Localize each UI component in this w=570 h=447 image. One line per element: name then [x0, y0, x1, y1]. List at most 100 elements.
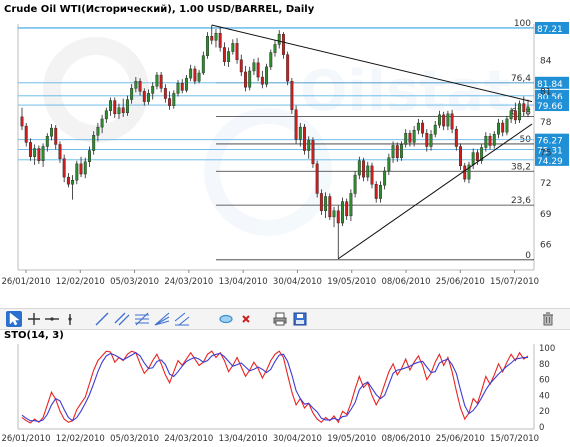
y-tick-label: 84	[540, 57, 552, 67]
candle-body	[33, 148, 37, 157]
sto-y-tick-label: 40	[539, 391, 550, 401]
candle-body	[189, 68, 193, 79]
candle-body	[159, 74, 163, 89]
drawing-toolbar	[0, 308, 570, 330]
candle-body	[446, 113, 450, 127]
price-tag-label: 75.31	[537, 146, 563, 156]
x-tick-label: 26/01/2010	[2, 277, 51, 287]
candle-body	[210, 36, 214, 41]
candle-body	[328, 196, 332, 218]
candle-body	[387, 157, 391, 172]
candle-body	[315, 163, 319, 194]
save-icon[interactable]	[292, 311, 308, 327]
sto-k-line	[21, 350, 529, 424]
sto-y-tick-label: 60	[539, 376, 550, 386]
candle-body	[416, 122, 420, 131]
candle-body	[467, 164, 471, 180]
sto-x-tick-label: 26/01/2010	[2, 434, 51, 444]
candle-body	[37, 148, 41, 161]
candle-body	[513, 110, 517, 121]
candle-body	[277, 34, 281, 45]
channel-icon[interactable]	[174, 311, 190, 327]
trend-line-icon[interactable]	[94, 311, 110, 327]
price-tag-box	[535, 89, 569, 102]
candle-body	[206, 36, 209, 56]
parallel-lines-icon[interactable]	[114, 311, 130, 327]
candle-body	[281, 34, 285, 55]
candle-body	[433, 124, 437, 135]
candle-body	[454, 128, 458, 147]
sto-y-tick-label: 100	[539, 344, 555, 354]
candle-body	[104, 110, 108, 120]
fibonacci-lines-icon[interactable]	[134, 311, 150, 327]
candle-body	[303, 126, 306, 151]
candle-body	[437, 114, 441, 126]
candle-body	[345, 201, 349, 217]
candle-body	[480, 147, 484, 161]
candle-body	[100, 118, 104, 128]
candle-body	[75, 163, 79, 181]
candle-body	[168, 98, 172, 106]
vertical-line-icon[interactable]	[62, 311, 78, 327]
stochastic-lines	[21, 350, 529, 424]
candle-body	[522, 103, 526, 112]
sto-x-tick-label: 12/02/2010	[56, 434, 105, 444]
x-tick-label: 08/06/2010	[381, 277, 430, 287]
candle-body	[227, 51, 231, 62]
candle-body	[24, 125, 28, 143]
candle-body	[92, 135, 96, 151]
x-tick-label: 05/03/2010	[110, 277, 159, 287]
crosshair-icon[interactable]	[26, 311, 42, 327]
fib-level-label: 38,2	[511, 162, 531, 172]
candle-body	[374, 184, 378, 199]
candle-body	[400, 144, 403, 158]
candle-body	[222, 47, 226, 62]
candle-body	[62, 158, 66, 178]
candle-body	[163, 88, 167, 99]
sto-x-tick-label: 30/04/2010	[273, 434, 322, 444]
candle-body	[505, 118, 509, 133]
candle-body	[425, 133, 429, 147]
sto-x-tick-label: 19/05/2010	[327, 434, 376, 444]
candle-body	[214, 32, 218, 41]
horizontal-line-icon[interactable]	[44, 311, 60, 327]
trash-icon[interactable]	[540, 311, 556, 327]
stochastic-chart[interactable]: 100 80 60 40 20 0 26/01/2010 12/02/2010 05/03/2…	[0, 330, 570, 447]
ellipse-icon[interactable]	[218, 311, 234, 327]
candle-body	[134, 80, 138, 89]
candle-body	[244, 71, 247, 88]
stochastic-title: STO(14, 3)	[4, 330, 64, 341]
stochastic-axes	[17, 344, 535, 430]
candle-body	[273, 44, 277, 53]
candle-body	[239, 59, 243, 73]
candle-body	[324, 196, 328, 211]
cursor-arrow-icon[interactable]	[6, 311, 22, 327]
candle-body	[459, 146, 462, 167]
fan-lines-icon[interactable]	[154, 311, 170, 327]
price-tag-label: 74.29	[537, 157, 563, 167]
chart-axes	[17, 24, 535, 271]
trend-line-lower	[337, 123, 533, 260]
price-tag-label: 81.84	[537, 80, 563, 90]
sto-x-tick-label: 05/03/2010	[110, 434, 159, 444]
sto-y-tick-label: 80	[539, 360, 550, 370]
stochastic-x-ticks: 26/01/2010 12/02/2010 05/03/2010 24/03/2010…	[2, 434, 540, 444]
candle-body	[252, 62, 256, 72]
price-tag-label: 79.66	[537, 102, 563, 112]
candle-body	[142, 91, 146, 102]
fib-level-label: 100	[514, 19, 531, 29]
delete-x-icon[interactable]	[238, 311, 254, 327]
print-icon[interactable]	[272, 311, 288, 327]
sto-x-tick-label: 08/06/2010	[381, 434, 430, 444]
y-tick-label: 75	[540, 149, 551, 159]
candle-body	[463, 165, 467, 180]
candle-body	[429, 134, 433, 147]
x-tick-label: 24/03/2010	[164, 277, 213, 287]
trend-lines	[211, 24, 533, 260]
candle-body	[88, 150, 91, 163]
fib-level-label: 76,4	[511, 74, 531, 84]
sto-x-tick-label: 25/06/2010	[436, 434, 485, 444]
candle-body	[231, 43, 235, 52]
candle-body	[353, 174, 357, 194]
